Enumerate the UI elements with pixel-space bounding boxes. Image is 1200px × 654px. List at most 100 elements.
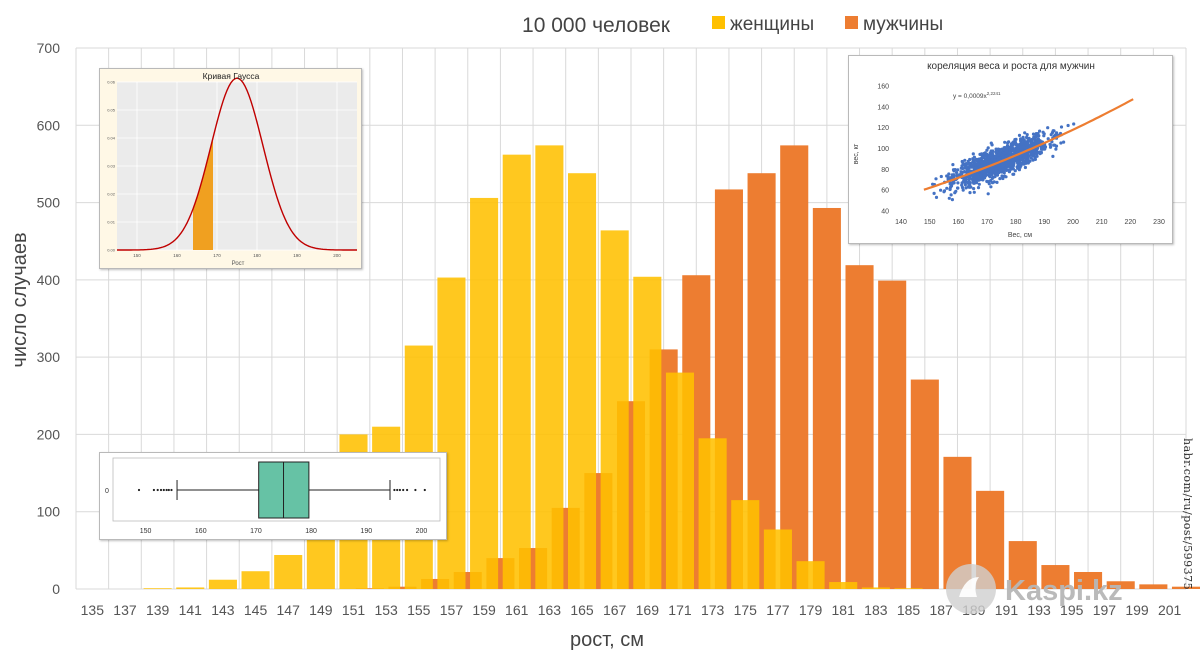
- scatter-point: [1040, 145, 1044, 150]
- scatter-point: [952, 175, 956, 179]
- scatter-point: [1017, 168, 1021, 172]
- scatter-point: [1014, 142, 1018, 146]
- scatter-point: [951, 181, 955, 185]
- scatter-point: [1054, 147, 1058, 151]
- boxplot-x-tick: 160: [195, 528, 207, 535]
- scatter-point: [1055, 131, 1059, 135]
- scatter-point: [1021, 135, 1025, 139]
- bar-women: [600, 230, 629, 589]
- boxplot-x-tick: 180: [305, 528, 317, 535]
- boxplot-outlier: [406, 488, 409, 492]
- bar-women: [470, 197, 499, 590]
- bar-women: [176, 587, 205, 589]
- x-tick-label: 183: [864, 602, 888, 618]
- scatter-point: [1019, 138, 1023, 143]
- scatter-point: [1008, 148, 1012, 152]
- scatter-point: [1007, 170, 1011, 174]
- scatter-point: [1042, 132, 1046, 136]
- x-tick-label: 193: [1027, 602, 1051, 618]
- x-tick-label: 177: [766, 602, 790, 618]
- scatter-point: [1002, 146, 1006, 150]
- bar-women: [143, 588, 172, 589]
- x-tick-label: 197: [1093, 602, 1117, 618]
- scatter-point: [1035, 152, 1039, 156]
- scatter-point: [1002, 171, 1006, 175]
- scatter-point: [963, 183, 967, 187]
- scatter-point: [951, 168, 956, 172]
- scatter-x-tick: 220: [1124, 219, 1136, 226]
- scatter-point: [1013, 169, 1017, 173]
- scatter-point: [982, 151, 986, 156]
- scatter-point: [932, 191, 936, 195]
- x-tick-label: 199: [1125, 602, 1149, 618]
- scatter-point: [981, 163, 985, 167]
- scatter-point: [953, 191, 957, 195]
- scatter-point: [1015, 149, 1020, 153]
- bar-women: [731, 500, 760, 589]
- x-tick-label: 155: [407, 602, 431, 618]
- x-tick-label: 181: [832, 602, 856, 618]
- x-tick-label: 147: [277, 602, 301, 618]
- kaspi-logo: Kaspi.kz: [945, 563, 1180, 615]
- boxplot-outlier: [170, 488, 173, 492]
- scatter-point: [967, 185, 972, 189]
- x-tick-label: 135: [81, 602, 105, 618]
- scatter-point: [974, 178, 978, 182]
- y-tick-label: 0: [52, 581, 60, 597]
- scatter-point: [1019, 154, 1023, 158]
- scatter-point: [948, 187, 952, 191]
- scatter-point: [963, 158, 967, 162]
- scatter-point: [1016, 157, 1020, 161]
- scatter-point: [1013, 150, 1017, 154]
- scatter-point: [978, 152, 982, 156]
- scatter-point: [988, 175, 992, 179]
- scatter-point: [959, 170, 963, 174]
- source-watermark: habr.com/ru/post/599375: [1181, 438, 1194, 591]
- x-tick-label: 171: [668, 602, 692, 618]
- x-tick-label: 175: [734, 602, 758, 618]
- gauss-ticks: 0.00 0.01 0.02 0.03 0.04 0.05 0.06 150 160 170 180…: [107, 80, 341, 259]
- gauss-highlight-area: [193, 137, 213, 250]
- gauss-x-tick: 160: [173, 253, 181, 258]
- scatter-point: [1052, 143, 1056, 147]
- x-tick-label: 173: [701, 602, 725, 618]
- bar-men: [910, 379, 939, 589]
- scatter-point: [960, 159, 964, 164]
- scatter-point: [1035, 154, 1039, 158]
- scatter-title: кореляция веса и роста для мужчин: [927, 61, 1095, 72]
- scatter-point: [961, 188, 965, 192]
- scatter-point: [990, 143, 994, 147]
- legend-label-women: женщины: [730, 14, 814, 35]
- scatter-y-tick: 120: [877, 125, 889, 132]
- x-tick-label: 185: [897, 602, 921, 618]
- boxplot-outlier: [398, 488, 401, 492]
- bar-men: [421, 578, 450, 589]
- bar-men: [1171, 586, 1200, 589]
- gauss-inset: 0.00 0.01 0.02 0.03 0.04 0.05 0.06 150 160 170 180…: [99, 68, 362, 269]
- scatter-point: [950, 173, 954, 177]
- scatter-point: [975, 159, 979, 163]
- scatter-point: [1008, 145, 1012, 149]
- scatter-point: [996, 147, 1000, 151]
- x-tick-label: 201: [1158, 602, 1182, 618]
- x-tick-label: 139: [146, 602, 170, 618]
- gauss-y-tick: 0.01: [107, 220, 116, 225]
- scatter-point: [1046, 126, 1050, 130]
- scatter-x-tick: 230: [1153, 219, 1165, 226]
- x-tick-label: 153: [374, 602, 398, 618]
- gauss-y-tick: 0.00: [107, 248, 116, 253]
- y-tick-label: 300: [37, 349, 61, 365]
- bar-women: [567, 173, 597, 589]
- scatter-x-tick: 150: [924, 219, 936, 226]
- gauss-y-tick: 0.02: [107, 192, 116, 197]
- legend-swatch-men: [845, 16, 858, 29]
- scatter-point: [956, 181, 960, 185]
- scatter-point: [1003, 140, 1007, 144]
- scatter-point: [971, 157, 975, 161]
- scatter-point: [931, 182, 935, 186]
- bar-men: [1041, 565, 1070, 589]
- scatter-points: [931, 122, 1076, 202]
- scatter-point: [995, 180, 999, 184]
- gauss-title: Кривая Гаусса: [203, 71, 260, 81]
- scatter-point: [1053, 133, 1058, 137]
